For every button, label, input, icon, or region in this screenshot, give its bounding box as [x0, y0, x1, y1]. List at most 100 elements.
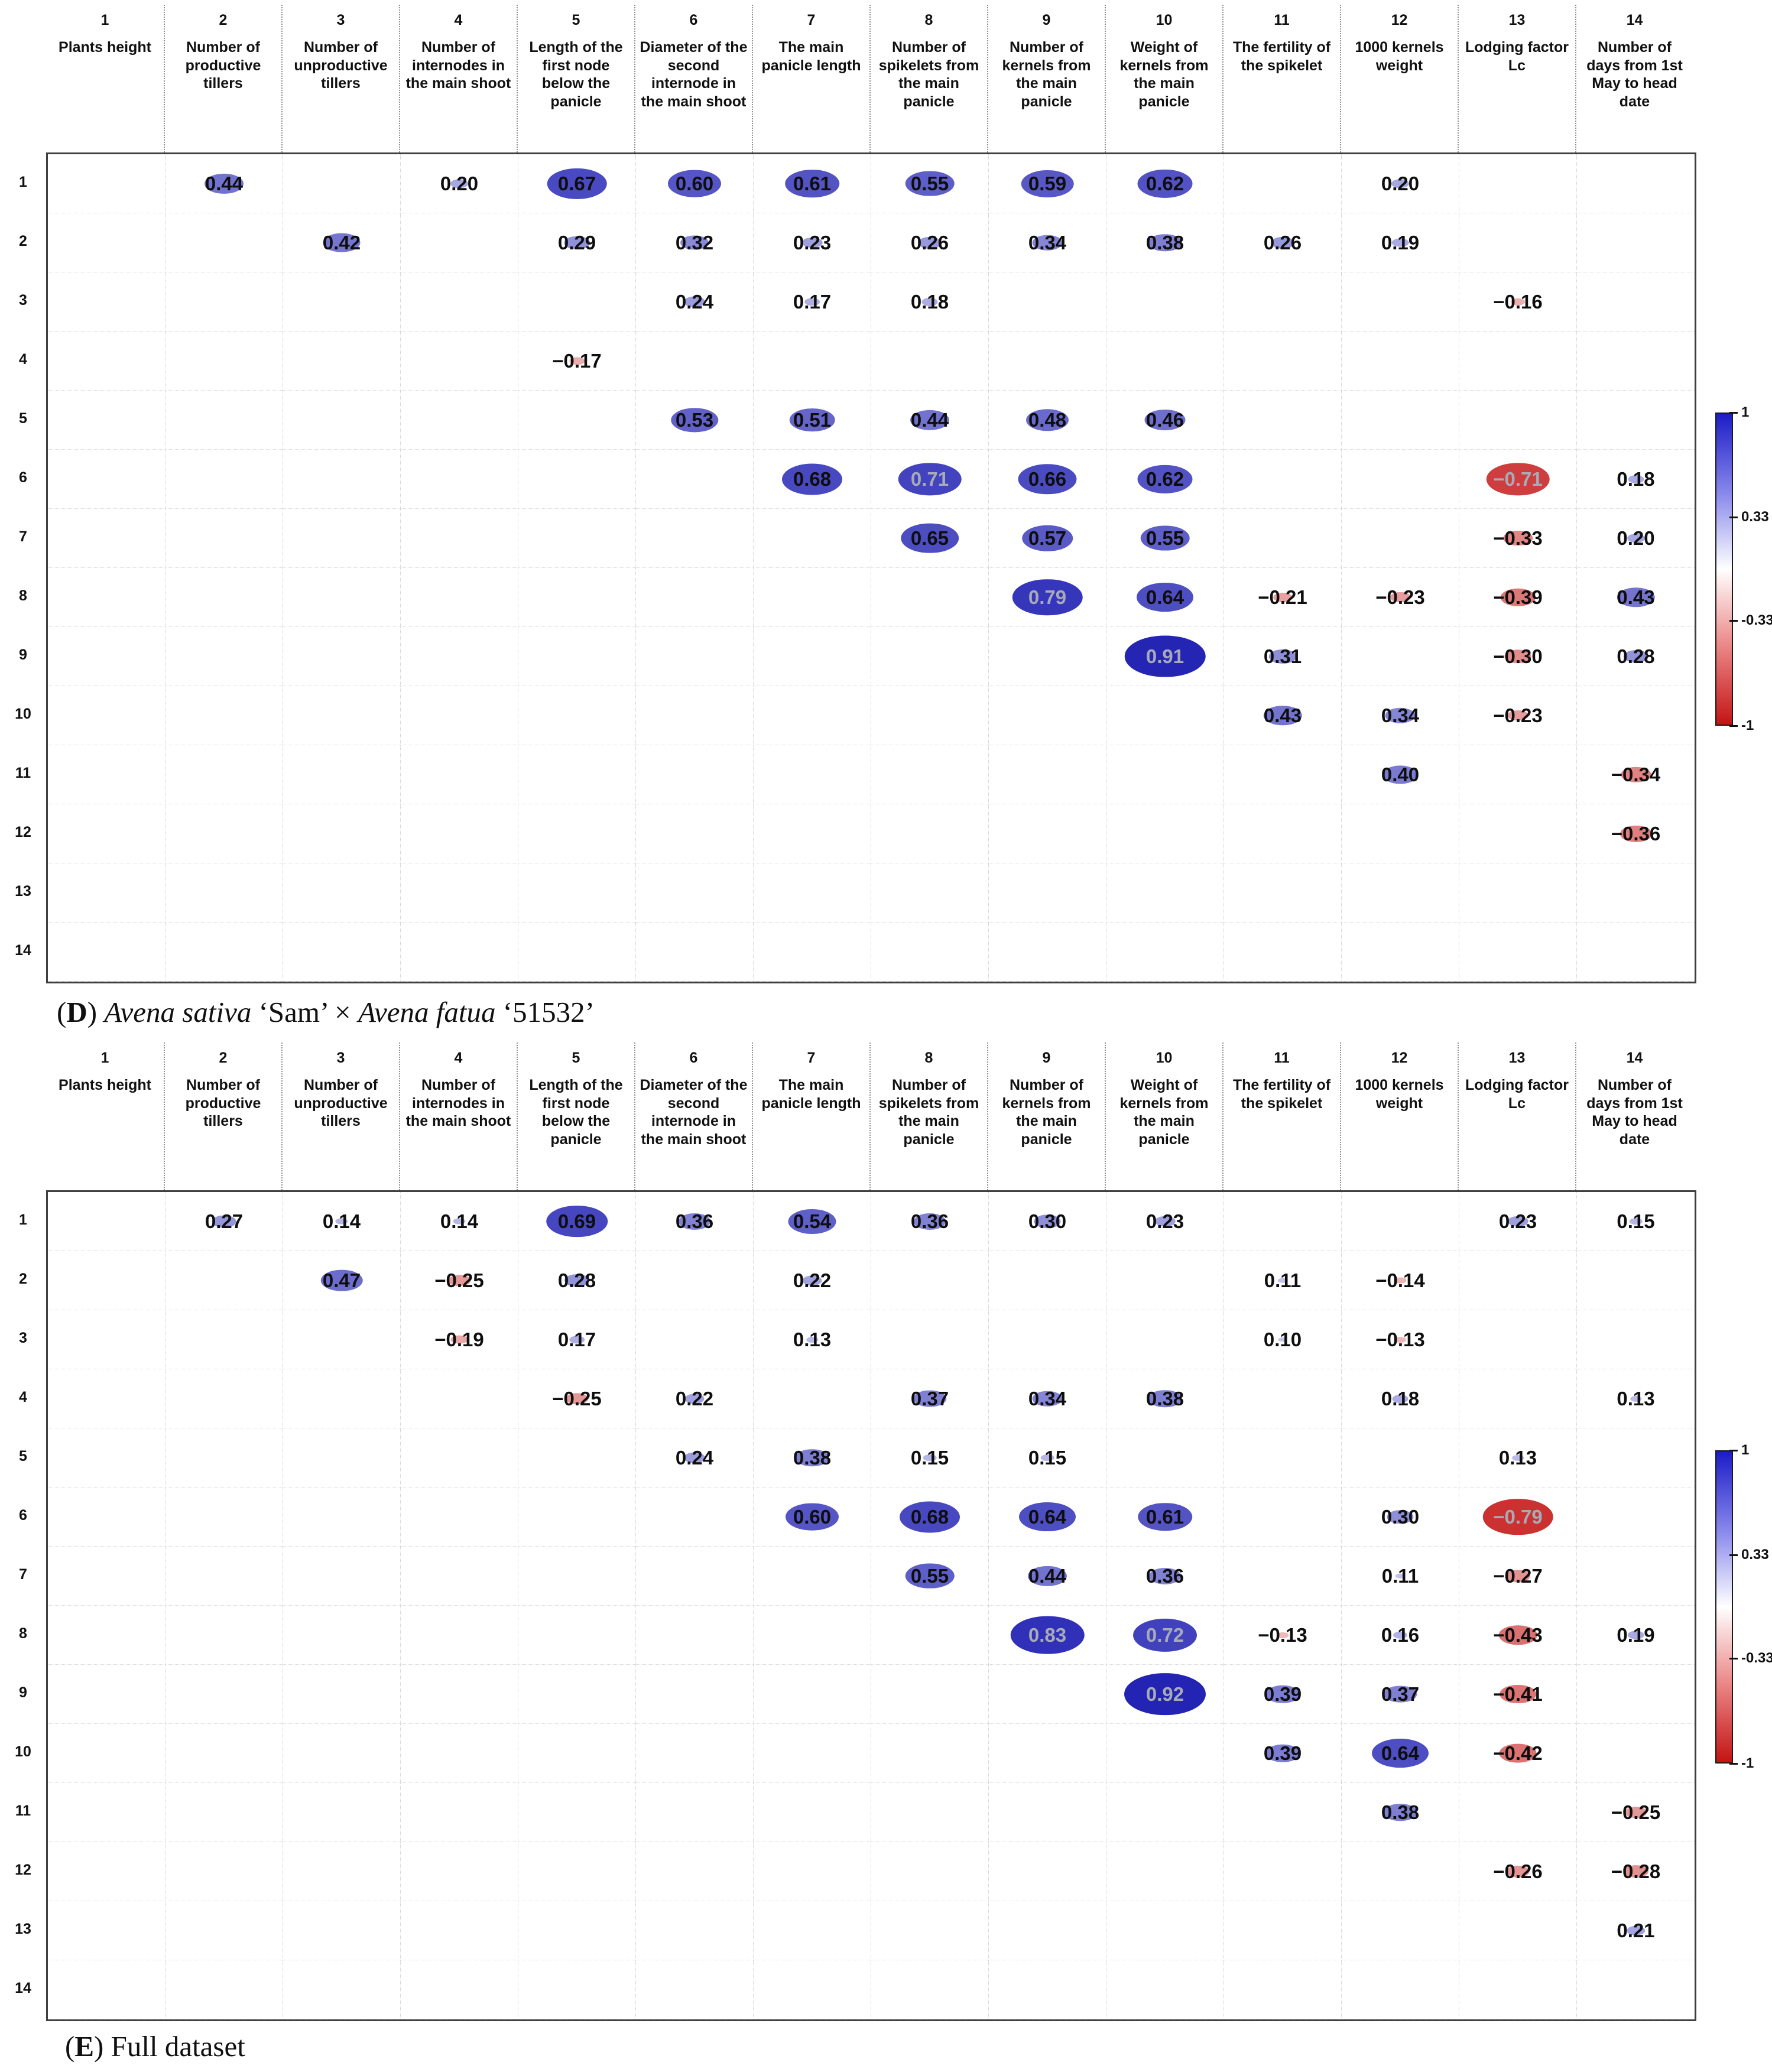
correlation-ellipse	[1504, 649, 1531, 664]
caption-text: Avena sativa	[104, 996, 252, 1028]
row-label: 8	[19, 1625, 27, 1642]
correlation-ellipse	[671, 407, 718, 433]
correlation-ellipse	[453, 1218, 466, 1225]
correlation-ellipse	[1623, 649, 1648, 663]
correlation-ellipse	[1482, 1498, 1553, 1535]
matrix-cell	[48, 1192, 165, 1251]
matrix-cell	[636, 1310, 754, 1369]
column-header-number: 13	[1508, 1050, 1526, 1066]
correlation-value: 0.22	[675, 1387, 714, 1410]
column-header-label: Diameter of the second internode in the …	[640, 39, 748, 110]
matrix-cell	[636, 1842, 754, 1901]
column-header-cell: 6 Diameter of the second internode in the…	[634, 5, 752, 152]
matrix-cell	[48, 1783, 165, 1842]
matrix-cell	[1577, 1724, 1695, 1783]
header-left-spacer	[0, 5, 46, 152]
matrix-cell: 0.20	[401, 154, 518, 213]
matrix-cell: 0.18	[1342, 1369, 1459, 1428]
matrix-cell: 0.17	[754, 272, 871, 332]
matrix-cell	[165, 745, 283, 804]
correlation-ellipse	[901, 523, 959, 553]
correlation-value: 0.11	[1264, 1269, 1302, 1291]
column-header-label: Number of internodes in the main shoot	[405, 1077, 511, 1129]
matrix-cell: 0.57	[989, 509, 1106, 568]
matrix-cell: 0.43	[1224, 686, 1342, 745]
panel-e-matrix: 0.27 0.14 0.14 0.69 0.36 0.54 0.36 0.30 0.23 0.23…	[46, 1190, 1696, 2021]
correlation-ellipse	[1500, 1684, 1536, 1704]
column-header-number: 7	[807, 1050, 816, 1066]
correlation-ellipse	[1040, 1454, 1054, 1462]
correlation-ellipse	[205, 173, 244, 194]
matrix-cell	[401, 686, 518, 745]
matrix-cell	[1459, 1960, 1577, 2019]
column-header-cell: 1 Plants height	[46, 5, 164, 152]
matrix-cell	[1106, 1783, 1224, 1842]
matrix-cell	[989, 745, 1106, 804]
column-header-label: Lodging factor Lc	[1465, 39, 1569, 74]
matrix-cell	[518, 509, 636, 568]
matrix-cell	[989, 1960, 1106, 2019]
matrix-cell: 0.21	[1577, 1901, 1695, 1960]
matrix-cell	[48, 1488, 165, 1547]
panel-e-color-scale-legend: 1 0.33 -0.33 -1	[1715, 1442, 1772, 1771]
matrix-cell	[283, 1488, 401, 1547]
matrix-cell	[754, 1547, 871, 1606]
correlation-ellipse	[448, 1274, 470, 1287]
correlation-ellipse	[1277, 1632, 1289, 1638]
caption-paren: (	[57, 996, 67, 1028]
panel-d-row-labels: 1 2 3 4 5 6 7 8 9 10 11 12 13 14	[0, 152, 46, 983]
correlation-value: 0.62	[1145, 172, 1184, 194]
correlation-ellipse	[910, 410, 949, 430]
correlation-value: 0.48	[1028, 408, 1067, 431]
panel-e-matrix-area: 1 2 3 4 5 6 7 8 9 10 11 12 13 14 0.27 0.14 0.14 0.69 0.36…	[0, 1190, 1772, 2021]
matrix-cell	[1342, 1192, 1459, 1251]
correlation-value: 0.59	[1028, 172, 1067, 194]
matrix-cell: 0.55	[1106, 509, 1224, 568]
column-header-number: 6	[689, 1050, 698, 1066]
matrix-cell	[518, 1547, 636, 1606]
matrix-cell	[283, 1428, 401, 1488]
column-header-cell: 12 1000 kernels weight	[1340, 1043, 1458, 1190]
matrix-cell	[165, 272, 283, 332]
column-header-label: The fertility of the spikelet	[1232, 39, 1331, 74]
correlation-value: 0.20	[1617, 527, 1655, 549]
matrix-cell	[1342, 509, 1459, 568]
matrix-cell	[48, 154, 165, 213]
matrix-cell	[871, 923, 989, 982]
matrix-cell: 0.22	[754, 1251, 871, 1310]
column-header-label: Number of unproductive tillers	[294, 39, 388, 92]
matrix-cell	[1342, 627, 1459, 686]
column-header-label: Length of the first node below the panic…	[529, 1077, 623, 1148]
matrix-cell	[754, 1783, 871, 1842]
matrix-cell: 0.19	[1342, 213, 1459, 272]
matrix-cell	[165, 1901, 283, 1960]
matrix-cell	[871, 1842, 989, 1901]
matrix-cell	[283, 1369, 401, 1428]
matrix-cell	[871, 1783, 989, 1842]
legend-tick-label: 1	[1741, 1442, 1750, 1458]
correlation-ellipse	[1010, 1616, 1085, 1654]
correlation-value: 0.20	[440, 172, 479, 194]
matrix-cell	[871, 863, 989, 923]
matrix-cell	[636, 1783, 754, 1842]
matrix-cell	[1459, 1783, 1577, 1842]
correlation-value: 0.14	[440, 1210, 479, 1232]
matrix-cell	[1224, 332, 1342, 391]
matrix-cell	[1106, 863, 1224, 923]
matrix-cell	[48, 1251, 165, 1310]
correlation-value: 0.37	[1381, 1683, 1420, 1705]
matrix-cell: 0.64	[989, 1488, 1106, 1547]
column-header-label: Number of kernels from the main panicle	[1002, 39, 1091, 110]
matrix-cell: 0.55	[871, 1547, 989, 1606]
matrix-cell	[165, 1369, 283, 1428]
matrix-cell	[165, 509, 283, 568]
matrix-cell	[871, 332, 989, 391]
matrix-cell: 0.37	[871, 1369, 989, 1428]
column-header-number: 8	[924, 1050, 933, 1066]
matrix-cell	[1224, 1428, 1342, 1488]
matrix-cell	[1224, 1783, 1342, 1842]
matrix-cell: 0.34	[989, 213, 1106, 272]
matrix-cell	[401, 1783, 518, 1842]
matrix-cell	[48, 568, 165, 627]
matrix-cell	[48, 450, 165, 509]
